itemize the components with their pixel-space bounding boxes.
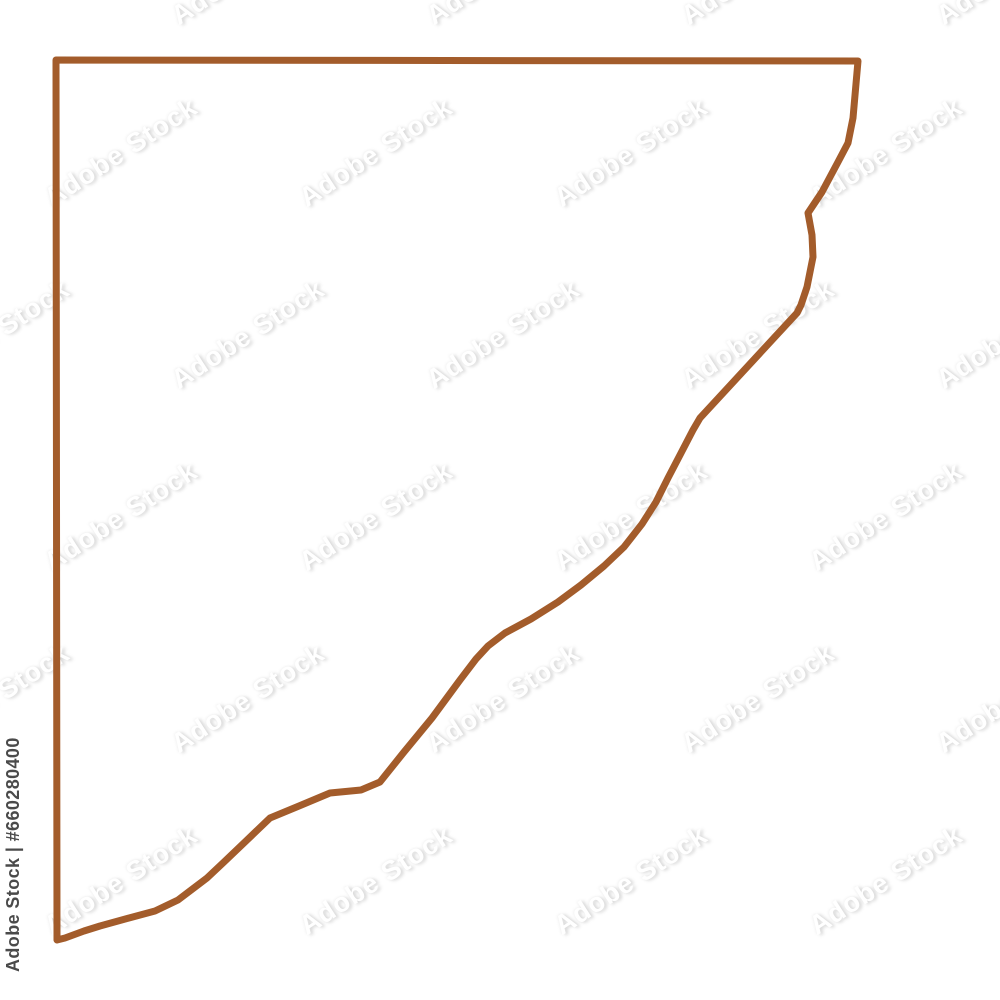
map-outline-path: [52, 56, 862, 944]
stock-id-watermark: Adobe Stock | #660280400: [3, 737, 23, 972]
